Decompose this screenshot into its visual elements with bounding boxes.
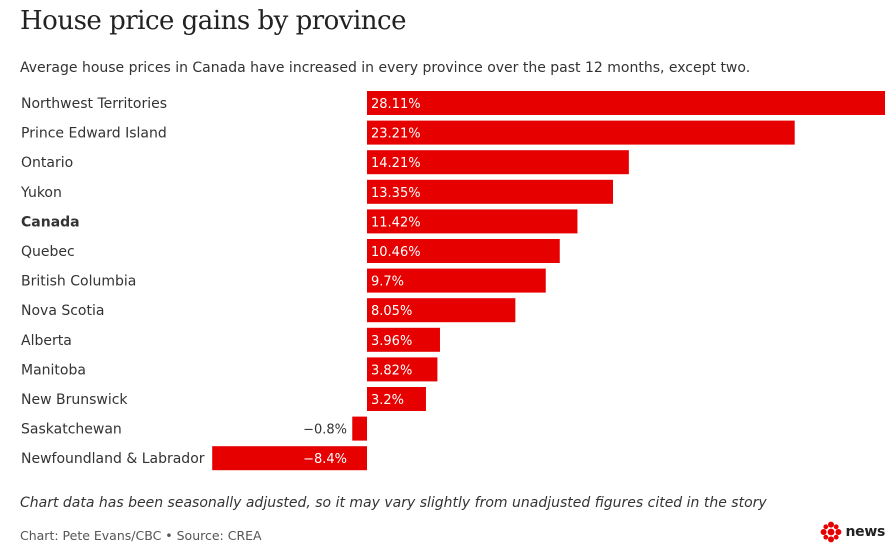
category-label: British Columbia — [21, 274, 136, 290]
bar-value-label: 23.21% — [371, 127, 421, 142]
category-label: Newfoundland & Labrador — [21, 451, 205, 467]
cbc-news-logo[interactable]: news — [820, 521, 885, 543]
category-label: Yukon — [20, 185, 62, 201]
bar-value-label: 28.11% — [371, 97, 421, 112]
bar — [367, 209, 578, 234]
bar — [367, 387, 426, 411]
bar-value-label: 14.21% — [371, 156, 421, 171]
bar — [212, 446, 367, 471]
category-label: Canada — [21, 214, 80, 230]
bar — [352, 416, 367, 441]
bar — [367, 120, 795, 145]
category-label: New Brunswick — [21, 392, 128, 408]
chart-title: House price gains by province — [20, 6, 407, 36]
category-label: Alberta — [21, 333, 72, 349]
logo-wordmark: news — [845, 524, 885, 540]
category-label: Saskatchewan — [21, 422, 122, 438]
chart-subtitle: Average house prices in Canada have incr… — [20, 60, 751, 76]
bar — [367, 298, 516, 323]
bar-value-label: 3.96% — [371, 334, 412, 349]
category-label: Quebec — [21, 244, 75, 260]
bar — [367, 327, 440, 352]
bar-value-label: 9.7% — [371, 275, 404, 290]
bar — [367, 179, 614, 204]
category-label: Northwest Territories — [21, 96, 167, 112]
category-label: Manitoba — [21, 362, 86, 378]
cbc-gem-icon — [821, 521, 842, 543]
category-label: Ontario — [21, 155, 73, 171]
bar — [367, 91, 885, 115]
bar — [367, 239, 560, 263]
bar-value-label: 11.42% — [371, 215, 421, 230]
bar-value-label: 8.05% — [371, 304, 412, 319]
chart-credit: Chart: Pete Evans/CBC • Source: CREA — [20, 528, 262, 543]
category-label: Prince Edward Island — [21, 126, 167, 142]
bar-value-label: −0.8% — [303, 423, 347, 438]
bar-chart: Northwest Territories 28.11% Prince Edward… — [20, 91, 885, 471]
bar — [367, 268, 546, 293]
bar-value-label: 10.46% — [371, 245, 421, 260]
bar-value-label: 3.82% — [371, 363, 412, 378]
bar-value-label: −8.4% — [303, 452, 347, 467]
bar — [367, 357, 438, 382]
bar-value-label: 13.35% — [371, 186, 421, 201]
chart-footnote: Chart data has been seasonally adjusted,… — [20, 495, 767, 511]
bar-value-label: 3.2% — [371, 393, 404, 408]
bar — [367, 150, 629, 175]
category-label: Nova Scotia — [21, 303, 104, 319]
